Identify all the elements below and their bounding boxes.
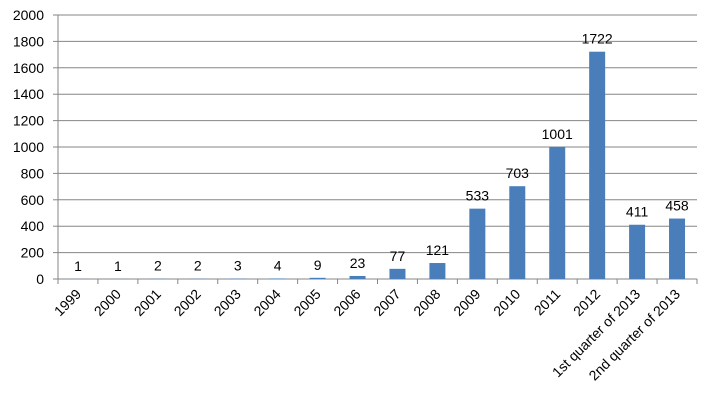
data-label: 23 (350, 255, 366, 271)
bar (469, 208, 486, 279)
bar (429, 263, 446, 279)
x-tick-label: 2002 (171, 286, 204, 319)
y-tick-label: 1800 (13, 33, 44, 49)
y-tick-label: 1000 (13, 139, 44, 155)
x-tick-label: 2004 (250, 286, 283, 319)
bar (589, 51, 606, 279)
y-tick-label: 1200 (13, 113, 44, 129)
data-label: 703 (506, 165, 530, 181)
y-tick-label: 400 (21, 218, 45, 234)
x-tick-label: 2005 (290, 286, 323, 319)
y-tick-label: 1400 (13, 86, 44, 102)
y-tick-label: 2000 (13, 7, 44, 23)
data-label: 121 (426, 242, 450, 258)
x-tick-label: 2003 (210, 286, 243, 319)
y-tick-label: 1600 (13, 60, 44, 76)
data-label: 9 (314, 257, 322, 273)
bar (509, 186, 526, 279)
data-label: 533 (466, 188, 490, 204)
bars (69, 51, 686, 279)
x-tick-label: 2001 (131, 286, 164, 319)
x-tick-label: 2011 (531, 286, 564, 319)
x-tick-label: 2000 (91, 286, 124, 319)
y-tick-label: 600 (21, 192, 45, 208)
x-tick-label: 2007 (370, 286, 403, 319)
bar (669, 218, 686, 279)
x-tick-label: 2012 (570, 286, 603, 319)
data-label: 2 (154, 258, 162, 274)
data-label: 4 (274, 257, 282, 273)
bar (389, 268, 406, 279)
data-label: 1001 (542, 126, 573, 142)
y-tick-label: 200 (21, 245, 45, 261)
y-tick-label: 0 (36, 271, 44, 287)
x-axis-tick-labels: 1999 2000 2001 2002 2003 2004 2005 2006 2007 2008… (51, 286, 684, 384)
gridlines (58, 14, 697, 254)
x-tick-label: 1999 (51, 286, 84, 319)
data-label: 2 (194, 258, 202, 274)
bar (549, 146, 566, 279)
bar (309, 277, 326, 279)
bar (349, 275, 366, 279)
data-label: 77 (390, 248, 406, 264)
bar (629, 224, 646, 279)
y-axis-tick-labels: 0 200 400 600 800 1000 1200 1400 1600 1800 2000 (13, 7, 44, 287)
y-tick-label: 800 (21, 165, 45, 181)
data-label: 1 (74, 258, 82, 274)
data-label: 1 (114, 258, 122, 274)
bar (269, 278, 286, 279)
x-tick-label: 2006 (330, 286, 363, 319)
x-tick-label: 2008 (410, 286, 443, 319)
x-tick-label: 2010 (490, 286, 523, 319)
x-tick-label: 2009 (450, 286, 483, 319)
data-label: 1722 (582, 31, 613, 47)
data-label: 458 (665, 198, 689, 214)
data-label: 411 (626, 204, 649, 220)
data-label: 3 (234, 258, 242, 274)
